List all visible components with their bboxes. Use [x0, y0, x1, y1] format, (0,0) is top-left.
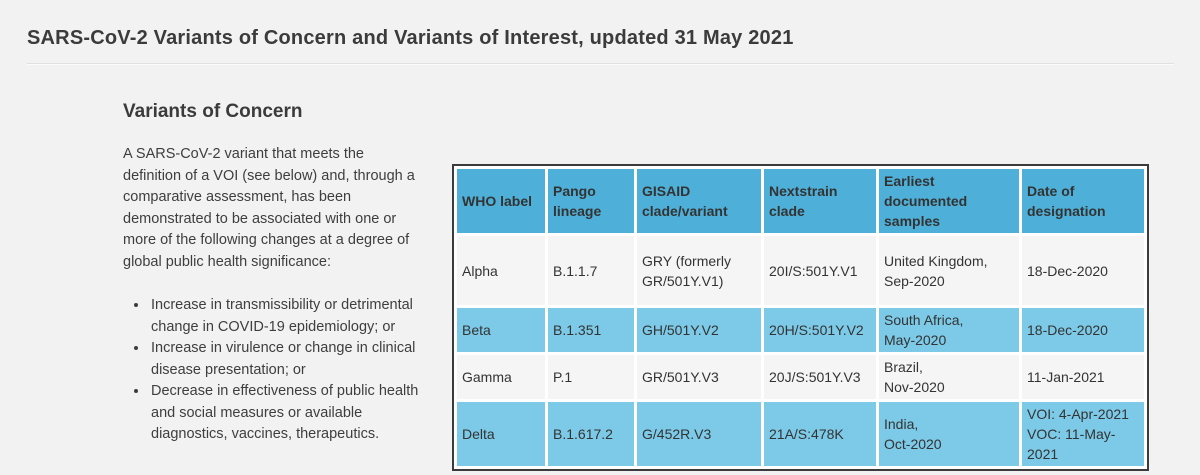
main-content: Variants of Concern A SARS-CoV-2 variant…: [0, 101, 1200, 471]
header-cell-earliest-samples: Earliest documented samples: [879, 169, 1019, 233]
section-heading: Variants of Concern: [123, 101, 303, 122]
cell-nextstrain-clade: 21A/S:478K: [764, 402, 876, 466]
title-divider: [27, 63, 1174, 65]
cell-pango-lineage: B.1.617.2: [548, 402, 634, 466]
table-row-delta: Delta B.1.617.2 G/452R.V3 21A/S:478K Ind…: [457, 402, 1144, 466]
cell-who-label: Beta: [457, 308, 545, 352]
cell-gisaid-clade: G/452R.V3: [637, 402, 761, 466]
header-cell-nextstrain-clade: Nextstrain clade: [764, 169, 876, 233]
header-cell-who-label: WHO label: [457, 169, 545, 233]
cell-pango-lineage: B.1.351: [548, 308, 634, 352]
cell-nextstrain-clade: 20I/S:501Y.V1: [764, 236, 876, 305]
cell-who-label: Delta: [457, 402, 545, 466]
voc-table-container: WHO label Pango lineage GISAID clade/var…: [452, 164, 1149, 471]
cell-nextstrain-clade: 20H/S:501Y.V2: [764, 308, 876, 352]
page-title: SARS-CoV-2 Variants of Concern and Varia…: [27, 27, 794, 49]
cell-earliest-samples: South Africa, May-2020: [879, 308, 1019, 352]
voc-table: WHO label Pango lineage GISAID clade/var…: [452, 164, 1149, 471]
cell-earliest-samples: United Kingdom, Sep-2020: [879, 236, 1019, 305]
cell-who-label: Gamma: [457, 355, 545, 399]
cell-gisaid-clade: GRY (formerly GR/501Y.V1): [637, 236, 761, 305]
table-row-beta: Beta B.1.351 GH/501Y.V2 20H/S:501Y.V2 So…: [457, 308, 1144, 352]
cell-date-designation: 18-Dec-2020: [1022, 236, 1144, 305]
criteria-item: Increase in transmissibility or detrimen…: [149, 295, 421, 338]
cell-gisaid-clade: GH/501Y.V2: [637, 308, 761, 352]
criteria-list: Increase in transmissibility or detrimen…: [123, 295, 421, 446]
cell-nextstrain-clade: 20J/S:501Y.V3: [764, 355, 876, 399]
criteria-item: Increase in virulence or change in clini…: [149, 338, 421, 381]
definition-paragraph: A SARS-CoV-2 variant that meets the defi…: [123, 146, 415, 270]
header-cell-gisaid-clade: GISAID clade/variant: [637, 169, 761, 233]
content-row: A SARS-CoV-2 variant that meets the defi…: [123, 144, 1170, 471]
page-header: SARS-CoV-2 Variants of Concern and Varia…: [0, 0, 1200, 65]
table-row-gamma: Gamma P.1 GR/501Y.V3 20J/S:501Y.V3 Brazi…: [457, 355, 1144, 399]
table-header-row: WHO label Pango lineage GISAID clade/var…: [457, 169, 1144, 233]
table-row-alpha: Alpha B.1.1.7 GRY (formerly GR/501Y.V1) …: [457, 236, 1144, 305]
cell-earliest-samples: Brazil, Nov-2020: [879, 355, 1019, 399]
definition-column: A SARS-CoV-2 variant that meets the defi…: [123, 144, 421, 446]
cell-pango-lineage: B.1.1.7: [548, 236, 634, 305]
cell-earliest-samples: India, Oct-2020: [879, 402, 1019, 466]
header-cell-date-designation: Date of designation: [1022, 169, 1144, 233]
header-cell-pango-lineage: Pango lineage: [548, 169, 634, 233]
cell-gisaid-clade: GR/501Y.V3: [637, 355, 761, 399]
cell-date-designation: 11-Jan-2021: [1022, 355, 1144, 399]
cell-date-designation: 18-Dec-2020: [1022, 308, 1144, 352]
cell-date-designation: VOI: 4-Apr-2021 VOC: 11-May-2021: [1022, 402, 1144, 466]
criteria-item: Decrease in effectiveness of public heal…: [149, 381, 421, 446]
cell-who-label: Alpha: [457, 236, 545, 305]
cell-pango-lineage: P.1: [548, 355, 634, 399]
